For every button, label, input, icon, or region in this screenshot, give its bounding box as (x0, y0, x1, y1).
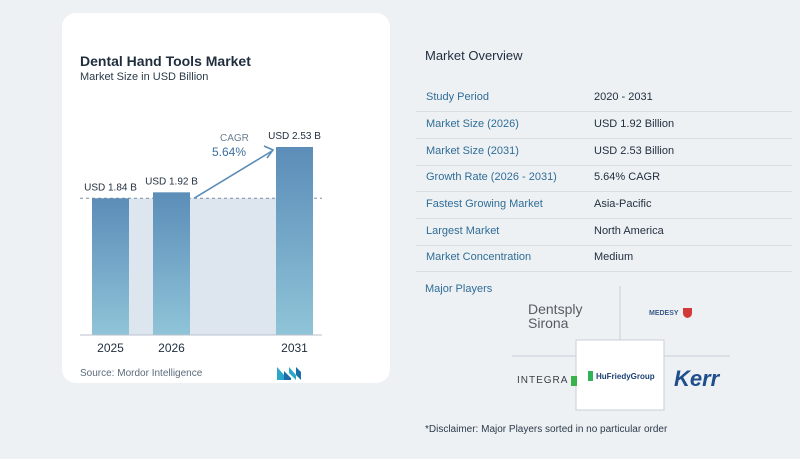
row-value: Asia-Pacific (594, 198, 652, 210)
x-tick-label-2025: 2025 (97, 341, 124, 355)
row-label: Market Concentration (426, 251, 532, 263)
cagr-label: CAGR (220, 133, 249, 144)
overview-row-study-period: Study Period 2020 - 2031 (416, 85, 792, 112)
medesy-logo: MEDESY (649, 308, 692, 318)
dentsply-sirona-name: Dentsply Sirona (528, 301, 583, 331)
mordor-intelligence-logo-icon (277, 367, 301, 380)
chart-title: Dental Hand Tools Market (80, 53, 251, 69)
hufriedy-name: HuFriedyGroup (596, 371, 655, 381)
cagr-value: 5.64% (212, 145, 246, 159)
medesy-name: MEDESY (649, 309, 679, 317)
disclaimer: *Disclaimer: Major Players sorted in no … (425, 424, 668, 435)
x-tick-label-2026: 2026 (158, 341, 185, 355)
overview-row-market-size-2031: Market Size (2031) USD 2.53 Billion (416, 139, 792, 166)
cagr-arrow-head-icon (263, 145, 275, 159)
row-label: Fastest Growing Market (426, 198, 543, 210)
bar-2026 (153, 192, 190, 335)
row-value: 2020 - 2031 (594, 91, 653, 103)
overview-row-market-size-2026: Market Size (2026) USD 1.92 Billion (416, 112, 792, 139)
row-value: 5.64% CAGR (594, 171, 661, 183)
overview-row-fastest-growing: Fastest Growing Market Asia-Pacific (416, 192, 792, 219)
major-players-title: Major Players (425, 283, 493, 295)
overview-row-concentration: Market Concentration Medium (416, 245, 792, 272)
row-label: Market Size (2026) (426, 118, 519, 130)
chart-subtitle: Market Size in USD Billion (80, 71, 209, 83)
integra-name: INTEGRA (517, 375, 569, 386)
chart-card: USD 1.84 B 2025 USD 1.92 B 2026 USD 2.53 B 20… (62, 13, 390, 383)
cagr-arrow-line (193, 150, 273, 200)
row-label: Growth Rate (2026 - 2031) (426, 171, 557, 183)
row-value: North America (594, 225, 664, 237)
row-label: Largest Market (426, 225, 500, 237)
bar-2031 (276, 147, 313, 335)
overview-row-growth-rate: Growth Rate (2026 - 2031) 5.64% CAGR (416, 165, 792, 192)
row-label: Market Size (2031) (426, 145, 519, 157)
integra-logo: INTEGRA (517, 375, 578, 386)
medesy-shield-icon (682, 308, 692, 318)
overview-row-largest-market: Largest Market North America (416, 219, 792, 246)
dentsply-sirona-logo: Dentsply Sirona (528, 302, 608, 330)
source-note: Source: Mordor Intelligence (80, 368, 203, 379)
integra-mark-icon (571, 375, 578, 386)
market-overview-panel: Market Overview Study Period 2020 - 2031… (408, 0, 800, 459)
row-value: Medium (594, 251, 634, 263)
bar-2025 (92, 198, 129, 335)
row-value: USD 2.53 Billion (594, 145, 675, 157)
kerr-logo: Kerr (674, 366, 720, 391)
x-tick-label-2031: 2031 (281, 341, 308, 355)
row-label: Study Period (426, 91, 489, 103)
bar-chart: USD 1.84 B 2025 USD 1.92 B 2026 USD 2.53 B 20… (80, 131, 322, 355)
data-label-2031: USD 2.53 B (268, 131, 321, 142)
data-label-2025: USD 1.84 B (84, 182, 137, 193)
row-value: USD 1.92 Billion (594, 118, 675, 130)
market-overview-title: Market Overview (425, 48, 523, 63)
hufriedy-mark-icon (588, 371, 593, 381)
hufriedy-group-logo: HuFriedyGroup (588, 371, 655, 381)
data-label-2026: USD 1.92 B (145, 176, 198, 187)
